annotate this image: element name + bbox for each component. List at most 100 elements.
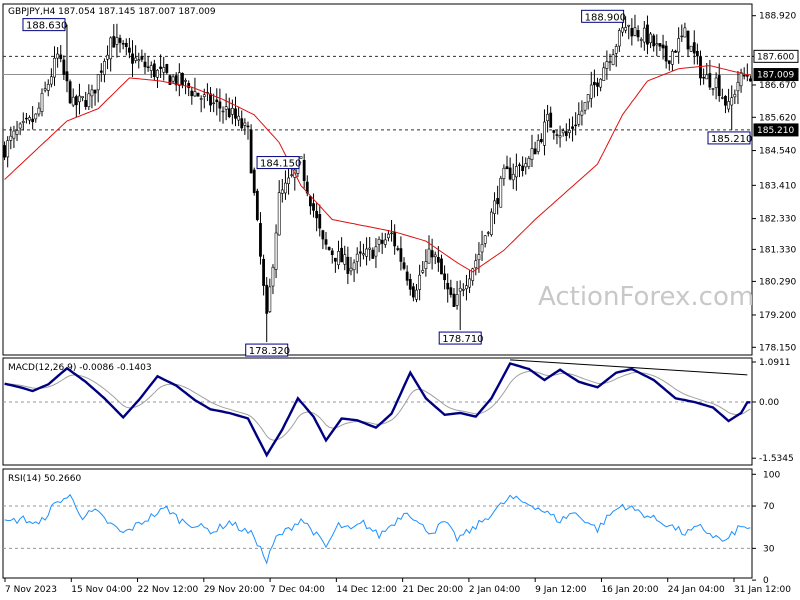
- candle-body: [355, 253, 359, 262]
- rsi-line: [4, 493, 751, 565]
- candle-body: [683, 27, 687, 38]
- candle-body: [695, 50, 699, 57]
- candle-body: [652, 35, 656, 47]
- candle-body: [549, 112, 553, 128]
- candle-body: [81, 96, 84, 99]
- price-tick-label: 184.540: [759, 147, 796, 157]
- candle-body: [274, 232, 278, 270]
- candle-body: [287, 177, 290, 185]
- candle-body: [209, 93, 212, 106]
- candle-body: [483, 235, 487, 244]
- candle-body: [436, 257, 440, 263]
- candle-body: [337, 251, 340, 266]
- candle-body: [555, 134, 559, 136]
- candle-body: [346, 256, 350, 274]
- candle-body: [733, 94, 737, 98]
- candle-body: [268, 286, 272, 312]
- candle-body: [405, 271, 409, 281]
- candle-body: [234, 108, 237, 119]
- macd-tick-label: 0.00: [759, 398, 779, 408]
- candle-body: [571, 126, 574, 129]
- candle-body: [28, 117, 31, 121]
- candle-body: [677, 38, 681, 53]
- candle-body: [40, 93, 44, 112]
- price-tick-label: 186.670: [759, 81, 796, 91]
- candle-body: [399, 248, 403, 262]
- annotation-label: 178.320: [249, 346, 290, 357]
- candle-body: [106, 54, 109, 60]
- candle-body: [430, 250, 434, 258]
- candle-body: [739, 72, 743, 87]
- candle-body: [171, 76, 175, 82]
- annotation-box: [22, 18, 66, 32]
- candle-body: [374, 246, 378, 257]
- candle-body: [358, 251, 362, 254]
- candle-body: [193, 91, 197, 97]
- macd-tick-label: -1.5345: [759, 454, 794, 464]
- price-tag-label: 187.600: [757, 52, 794, 62]
- candle-body: [449, 287, 453, 295]
- panel-frame: [2, 3, 753, 356]
- rsi-tick-label: 30: [763, 544, 775, 554]
- candle-body: [583, 102, 587, 111]
- macd-signal-line: [4, 370, 751, 441]
- candle-body: [686, 30, 690, 50]
- candle-body: [480, 244, 484, 253]
- candle-body: [134, 57, 138, 61]
- candle-body: [121, 43, 125, 45]
- candle-body: [165, 64, 169, 73]
- candle-body: [159, 66, 162, 69]
- price-tag: [753, 49, 799, 63]
- candle-body: [380, 239, 384, 244]
- candle-body: [714, 77, 718, 88]
- candle-body: [237, 115, 241, 121]
- candle-body: [87, 93, 91, 108]
- price-tick-label: 182.330: [759, 215, 796, 225]
- candle-body: [393, 231, 397, 247]
- time-tick-label: 15 Nov 04:00: [71, 585, 132, 595]
- candle-body: [611, 54, 615, 65]
- candle-body: [624, 27, 627, 31]
- candle-body: [230, 108, 234, 115]
- candle-body: [636, 30, 640, 38]
- candle-body: [365, 248, 368, 257]
- candle-body: [318, 214, 322, 229]
- candle-body: [321, 230, 325, 240]
- candle-body: [614, 46, 618, 54]
- price-tag-label: 185.210: [757, 126, 794, 136]
- candle-body: [527, 158, 531, 167]
- candle-body: [440, 258, 443, 275]
- rsi-tick-label: 70: [763, 502, 775, 512]
- candle-body: [246, 125, 250, 128]
- candle-body: [199, 98, 203, 100]
- macd-panel: [2, 357, 753, 466]
- candle-body: [664, 45, 668, 62]
- price-tick-label: 179.200: [759, 311, 796, 321]
- candle-body: [452, 293, 456, 307]
- candle-body: [730, 97, 734, 106]
- candle-body: [536, 140, 540, 152]
- price-axis: 188.920 187.600 186.670 185.620 184.540 183.4…: [752, 12, 799, 353]
- candle-body: [284, 182, 287, 194]
- candle-body: [699, 56, 702, 79]
- candle-body: [59, 54, 63, 60]
- candle-body: [530, 148, 534, 160]
- rsi-tick-label: 100: [763, 470, 780, 480]
- candle-body: [402, 262, 406, 269]
- candle-body: [146, 66, 150, 68]
- candle-body: [574, 124, 578, 127]
- candle-body: [181, 72, 184, 86]
- rsi-tick-label: 0: [763, 576, 769, 586]
- price-tick-label: 178.150: [759, 343, 796, 353]
- candle-body: [543, 121, 546, 146]
- candle-body: [271, 266, 275, 287]
- candle-body: [131, 53, 134, 64]
- annotation-label: 188.630: [26, 21, 67, 32]
- candle-body: [168, 75, 172, 85]
- candle-body: [309, 196, 312, 207]
- candle-body: [546, 114, 549, 122]
- watermark: ActionForex.com: [538, 282, 754, 312]
- candle-body: [580, 110, 584, 116]
- annotation-box: [438, 331, 482, 345]
- candle-body: [552, 130, 556, 133]
